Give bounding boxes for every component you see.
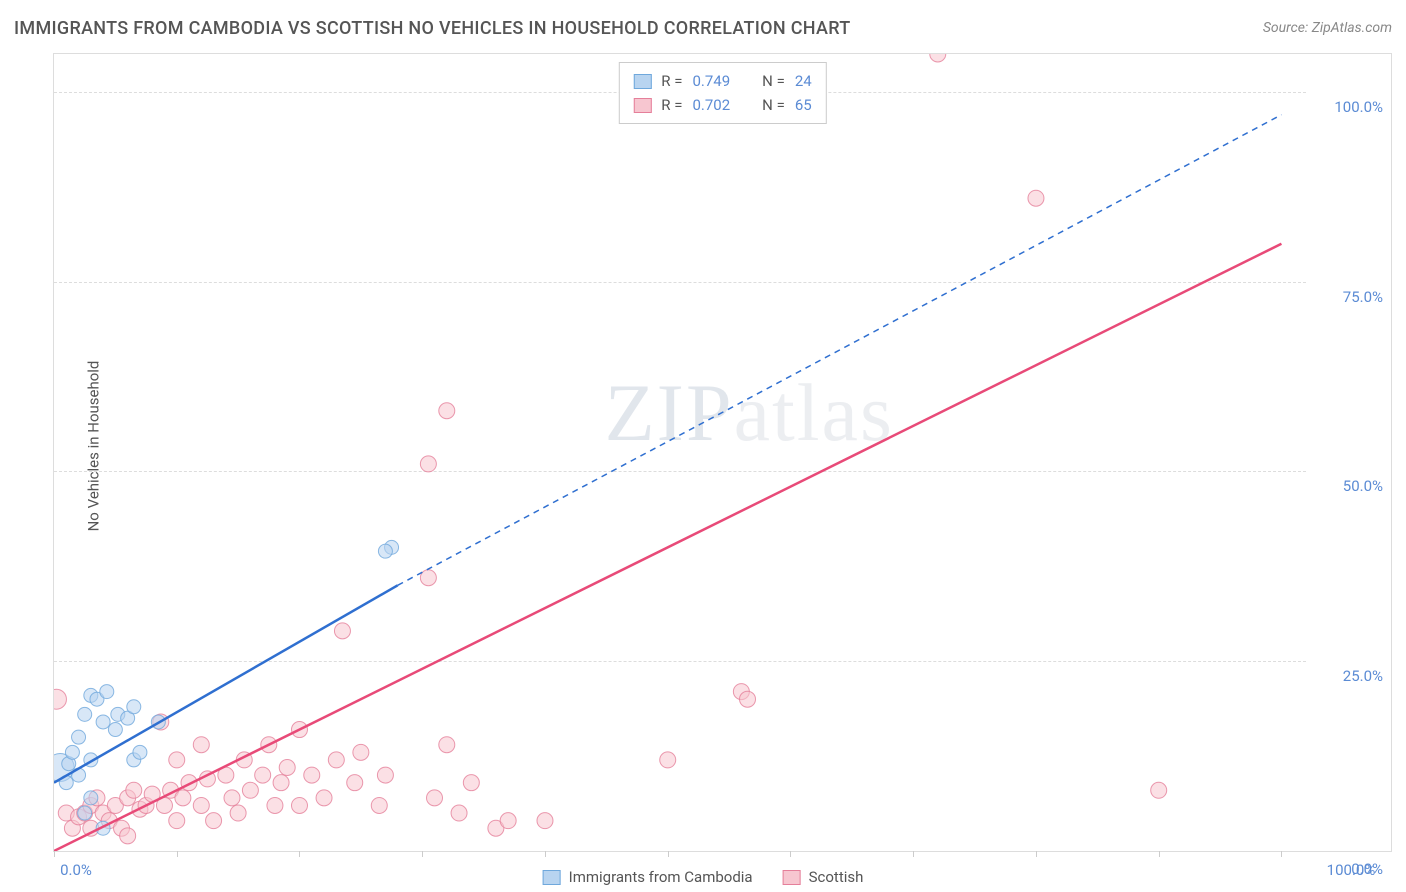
legend-label-pink: Scottish — [809, 868, 864, 886]
n-value-blue: 24 — [795, 69, 812, 93]
r-value-blue: 0.749 — [692, 69, 730, 93]
r-label: R = — [661, 93, 682, 117]
r-label: R = — [661, 69, 682, 93]
legend: Immigrants from Cambodia Scottish — [543, 868, 864, 886]
swatch-blue-icon — [543, 870, 561, 885]
plot-frame: ZIPatlas R = 0.749 N = 24 R = 0.702 N = … — [53, 53, 1392, 852]
chart-svg — [54, 54, 1391, 851]
x-tick-label: 100.0% — [1327, 861, 1376, 879]
legend-item-blue: Immigrants from Cambodia — [543, 868, 753, 886]
swatch-pink-icon — [783, 870, 801, 885]
n-label: N = — [762, 69, 785, 93]
x-tick-label: 0.0% — [60, 861, 92, 879]
swatch-pink-icon — [633, 98, 651, 113]
plot-area: ZIPatlas R = 0.749 N = 24 R = 0.702 N = … — [54, 54, 1391, 851]
swatch-blue-icon — [633, 74, 651, 89]
stats-row-blue: R = 0.749 N = 24 — [633, 69, 811, 93]
n-value-pink: 65 — [795, 93, 812, 117]
legend-item-pink: Scottish — [783, 868, 864, 886]
chart-title: IMMIGRANTS FROM CAMBODIA VS SCOTTISH NO … — [14, 18, 851, 39]
source-attribution: Source: ZipAtlas.com — [1263, 20, 1392, 36]
correlation-stats-box: R = 0.749 N = 24 R = 0.702 N = 65 — [618, 62, 826, 124]
legend-label-blue: Immigrants from Cambodia — [569, 868, 753, 886]
r-value-pink: 0.702 — [692, 93, 730, 117]
stats-row-pink: R = 0.702 N = 65 — [633, 93, 811, 117]
n-label: N = — [762, 93, 785, 117]
